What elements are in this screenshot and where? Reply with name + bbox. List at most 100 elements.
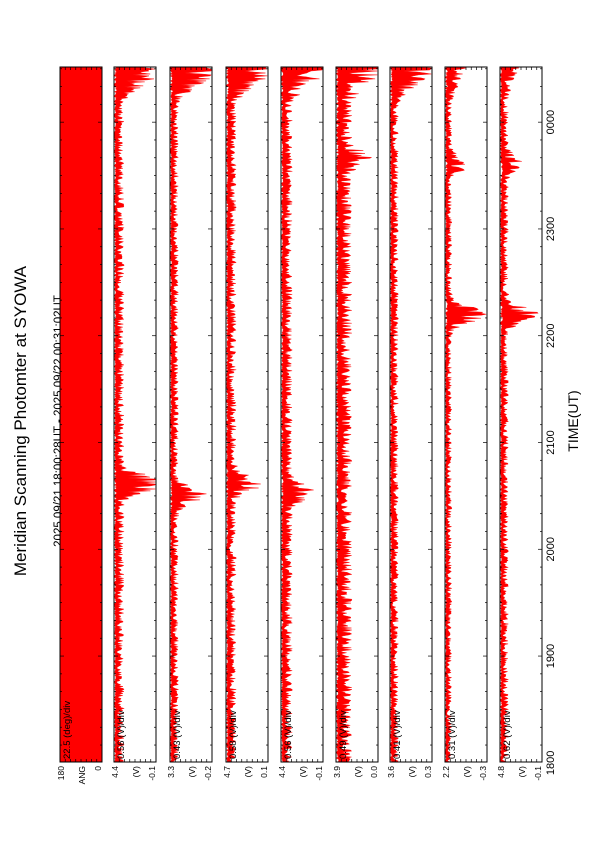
svg-text:Meridian Scanning Photomter at: Meridian Scanning Photomter at SYOWA — [11, 265, 30, 576]
signal-trace — [389, 66, 432, 763]
ytick-min: 0.1 — [259, 766, 269, 778]
scale-label: 22.5 (deg)/div — [62, 701, 73, 759]
svg-text:0.49 (V)/div: 0.49 (V)/div — [338, 710, 349, 759]
panel-ch7: 0.31 (V)/div 2.2 (V) -0.3 — [441, 66, 488, 781]
axis-label: (V) — [353, 766, 363, 778]
ytick-max: 4.7 — [222, 766, 232, 778]
axis-label: (V) — [131, 766, 141, 778]
svg-text:(V): (V) — [353, 766, 363, 778]
scale-label: 0.31 (V)/div — [447, 710, 458, 759]
signal-trace — [499, 66, 539, 763]
xtick-label: 2200 — [545, 323, 557, 347]
svg-text:0.58 (V)/div: 0.58 (V)/div — [228, 710, 239, 759]
svg-text:0000: 0000 — [545, 110, 557, 134]
signal-trace — [169, 66, 212, 763]
ytick-min: -0.3 — [478, 766, 488, 781]
svg-text:4.4: 4.4 — [110, 766, 120, 778]
panel-ch3: 0.58 (V)/div 4.7 (V) 0.1 — [222, 66, 269, 778]
svg-text:0.56 (V)/div: 0.56 (V)/div — [116, 710, 127, 759]
ytick-max: 3.9 — [332, 766, 342, 778]
signal-trace — [225, 66, 268, 763]
ytick-max: 4.4 — [110, 766, 120, 778]
svg-text:(V): (V) — [462, 766, 472, 778]
svg-text:0.0: 0.0 — [369, 766, 379, 778]
ytick-min: -0.1 — [533, 766, 543, 781]
panel-ch2: 0.43 (V)/div 3.3 (V) -0.2 — [166, 66, 213, 781]
signal-trace — [335, 66, 378, 763]
page-title: Meridian Scanning Photomter at SYOWA — [11, 265, 30, 576]
axis-label: (V) — [187, 766, 197, 778]
svg-text:0.31 (V)/div: 0.31 (V)/div — [447, 710, 458, 759]
ytick-min: 0.3 — [423, 766, 433, 778]
signal-trace — [444, 66, 487, 763]
svg-text:-0.1: -0.1 — [314, 766, 324, 781]
scale-label: 0.41 (V)/div — [392, 710, 403, 759]
svg-text:4.4: 4.4 — [277, 766, 287, 778]
svg-text:4.8: 4.8 — [496, 766, 506, 778]
svg-text:0.62 (V)/div: 0.62 (V)/div — [502, 710, 513, 759]
axis-label: (V) — [243, 766, 253, 778]
xtick-label: 1900 — [545, 644, 557, 668]
axis-label: (V) — [517, 766, 527, 778]
axis-label: (V) — [407, 766, 417, 778]
panel-frame — [389, 66, 433, 763]
xtick-label: 2300 — [545, 217, 557, 241]
svg-text:-0.1: -0.1 — [147, 766, 157, 781]
panel-angle: 22.5 (deg)/div 180 ANG 0 — [56, 66, 103, 784]
svg-text:1900: 1900 — [545, 644, 557, 668]
panel-ch8: 0.62 (V)/div 4.8 (V) -0.1 — [496, 66, 543, 781]
svg-text:0.3: 0.3 — [423, 766, 433, 778]
ytick-max: 3.6 — [386, 766, 396, 778]
svg-text:2.2: 2.2 — [441, 766, 451, 778]
svg-text:2300: 2300 — [545, 217, 557, 241]
panel-ch5: 0.49 (V)/div 3.9 (V) 0.0 — [332, 66, 379, 778]
axis-label: (V) — [298, 766, 308, 778]
svg-text:3.3: 3.3 — [166, 766, 176, 778]
svg-text:0.56 (V)/div: 0.56 (V)/div — [283, 710, 294, 759]
xtick-label: 2000 — [545, 537, 557, 561]
svg-text:-0.3: -0.3 — [478, 766, 488, 781]
ytick-min: -0.1 — [147, 766, 157, 781]
scale-label: 0.58 (V)/div — [228, 710, 239, 759]
xtick-label: 2100 — [545, 430, 557, 454]
svg-text:(V): (V) — [131, 766, 141, 778]
ytick-min: -0.2 — [203, 766, 213, 781]
ytick-max: 2.2 — [441, 766, 451, 778]
ytick-min: 0 — [93, 766, 103, 771]
svg-text:TIME(UT): TIME(UT) — [565, 390, 581, 451]
x-axis-label: TIME(UT) — [565, 390, 581, 451]
svg-text:3.9: 3.9 — [332, 766, 342, 778]
svg-text:1800: 1800 — [545, 751, 557, 775]
ytick-min: -0.1 — [314, 766, 324, 781]
svg-text:-0.2: -0.2 — [203, 766, 213, 781]
ytick-max: 180 — [56, 766, 66, 780]
ytick-max: 4.8 — [496, 766, 506, 778]
svg-text:4.7: 4.7 — [222, 766, 232, 778]
svg-text:-0.1: -0.1 — [533, 766, 543, 781]
scale-label: 0.43 (V)/div — [172, 710, 183, 759]
signal-trace — [113, 66, 156, 763]
axis-label: ANG — [77, 766, 87, 784]
svg-text:(V): (V) — [517, 766, 527, 778]
svg-text:0.1: 0.1 — [259, 766, 269, 778]
ytick-max: 4.4 — [277, 766, 287, 778]
svg-text:0.41 (V)/div: 0.41 (V)/div — [392, 710, 403, 759]
scale-label: 0.49 (V)/div — [338, 710, 349, 759]
svg-text:(V): (V) — [187, 766, 197, 778]
panel-ch6: 0.41 (V)/div 3.6 (V) 0.3 — [386, 66, 433, 778]
signal-trace — [280, 66, 323, 763]
svg-text:2200: 2200 — [545, 323, 557, 347]
svg-text:2100: 2100 — [545, 430, 557, 454]
angle-scan-fill — [60, 67, 102, 762]
scale-label: 0.62 (V)/div — [502, 710, 513, 759]
svg-text:0: 0 — [93, 766, 103, 771]
panel-ch4: 0.56 (V)/div 4.4 (V) -0.1 — [277, 66, 324, 781]
ytick-max: 3.3 — [166, 766, 176, 778]
svg-text:(V): (V) — [407, 766, 417, 778]
svg-text:180: 180 — [56, 766, 66, 780]
scale-label: 0.56 (V)/div — [283, 710, 294, 759]
ytick-min: 0.0 — [369, 766, 379, 778]
scale-label: 0.56 (V)/div — [116, 710, 127, 759]
svg-text:(V): (V) — [243, 766, 253, 778]
